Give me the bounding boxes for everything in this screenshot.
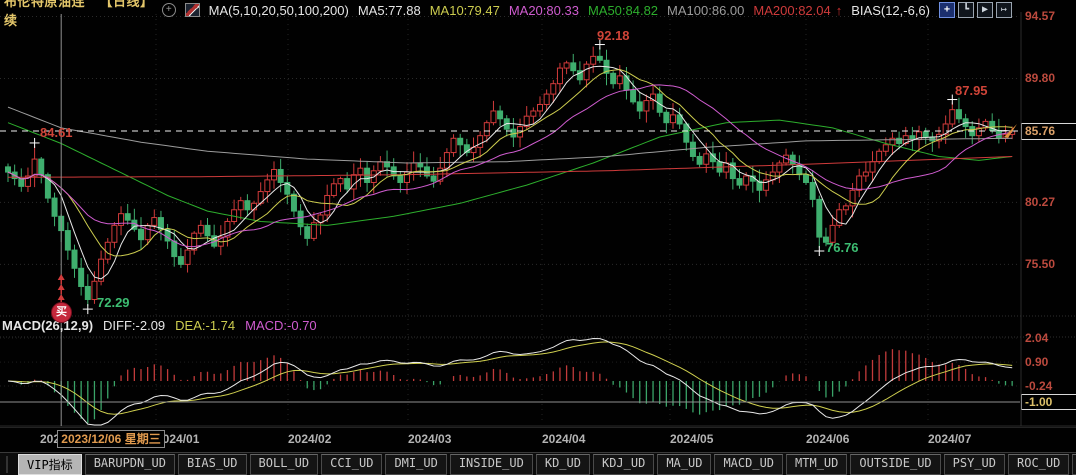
macd-title: MACD(26,12,9) — [2, 318, 94, 333]
month-label: 2024/02 — [288, 432, 332, 446]
crosshair-date-box: 2023/12/06 星期三 — [57, 430, 165, 448]
indicator-tab-psy_ud[interactable]: PSY_UD — [943, 453, 1005, 475]
panel-handle-icon[interactable] — [6, 455, 8, 473]
bias-label: BIAS(12,-6,6) — [851, 2, 930, 18]
indicator-tab-vip指标[interactable]: VIP指标 — [18, 453, 82, 475]
month-label: 2024/01 — [156, 432, 200, 446]
month-label: 2024/07 — [928, 432, 972, 446]
indicator-tab-ma_ud[interactable]: MA_UD — [657, 453, 712, 475]
more-tabs-button[interactable]: >> — [1072, 453, 1076, 475]
indicator-tab-outside_ud[interactable]: OUTSIDE_UD — [850, 453, 941, 475]
instrument-title: 布伦特原油连续 — [4, 0, 86, 28]
month-label: 2024/03 — [408, 432, 452, 446]
indicator-tab-dmi_ud[interactable]: DMI_UD — [385, 453, 447, 475]
ma200-value: MA200:82.04 — [753, 2, 831, 18]
buy-signal-badge: 买 — [51, 302, 72, 323]
ma5-value: MA5:77.88 — [357, 2, 421, 18]
date-axis: 2023/12 2023/12/06 星期三 2024/012024/02202… — [0, 427, 1076, 452]
indicator-tab-barupdn_ud[interactable]: BARUPDN_UD — [84, 453, 175, 475]
indicator-tab-inside_ud[interactable]: INSIDE_UD — [449, 453, 533, 475]
indicator-tab-macd_ud[interactable]: MACD_UD — [714, 453, 784, 475]
indicator-tab-bar: VIP指标 BARUPDN_UD BIAS_UD BOLL_UD CCI_UD DMI_U… — [0, 452, 1076, 475]
indicator-tab-bias_ud[interactable]: BIAS_UD — [177, 453, 247, 475]
indicator-tab-kdj_ud[interactable]: KDJ_UD — [592, 453, 655, 475]
pattern-icon[interactable] — [184, 3, 200, 17]
chart-toolbar: + ┗ ▶ ↦ — [939, 2, 1012, 18]
month-label: 2024/06 — [806, 432, 850, 446]
up-arrow-icon: ↑ — [835, 2, 843, 18]
scale-axis-icon[interactable]: ┗ — [958, 2, 974, 18]
indicator-tab-roc_ud[interactable]: ROC_UD — [1008, 453, 1070, 475]
ma20-value: MA20:80.33 — [508, 2, 579, 18]
indicator-tab-kd_ud[interactable]: KD_UD — [535, 453, 590, 475]
period-label[interactable]: 【日线】 — [99, 0, 154, 9]
pan-icon[interactable]: + — [939, 2, 955, 18]
ma50-value: MA50:84.82 — [587, 2, 659, 18]
chart-header: 布伦特原油连续 【日线】 + MA(5,10,20,50,100,200) MA… — [0, 0, 1076, 28]
indicator-tab-boll_ud[interactable]: BOLL_UD — [249, 453, 319, 475]
macd-diff-value: DIFF:-2.09 — [103, 318, 166, 333]
macd-bar-value: MACD:-0.70 — [245, 318, 317, 333]
month-label: 2024/05 — [670, 432, 714, 446]
indicator-tab-cci_ud[interactable]: CCI_UD — [321, 453, 383, 475]
collapse-right-icon[interactable]: ↦ — [996, 2, 1012, 18]
macd-crosshair-value-box: -1.00 — [1021, 394, 1076, 410]
ma100-value: MA100:86.00 — [667, 2, 745, 18]
indicator-tab-mtm_ud[interactable]: MTM_UD — [786, 453, 848, 475]
playback-icon[interactable]: ▶ — [977, 2, 993, 18]
month-label: 2024/04 — [542, 432, 586, 446]
add-indicator-icon[interactable]: + — [161, 3, 176, 17]
ma10-value: MA10:79.47 — [429, 2, 500, 18]
macd-dea-value: DEA:-1.74 — [175, 318, 236, 333]
macd-header: MACD(26,12,9) DIFF:-2.09 DEA:-1.74 MACD:… — [2, 318, 317, 333]
ma-group-label: MA(5,10,20,50,100,200) — [208, 2, 349, 18]
